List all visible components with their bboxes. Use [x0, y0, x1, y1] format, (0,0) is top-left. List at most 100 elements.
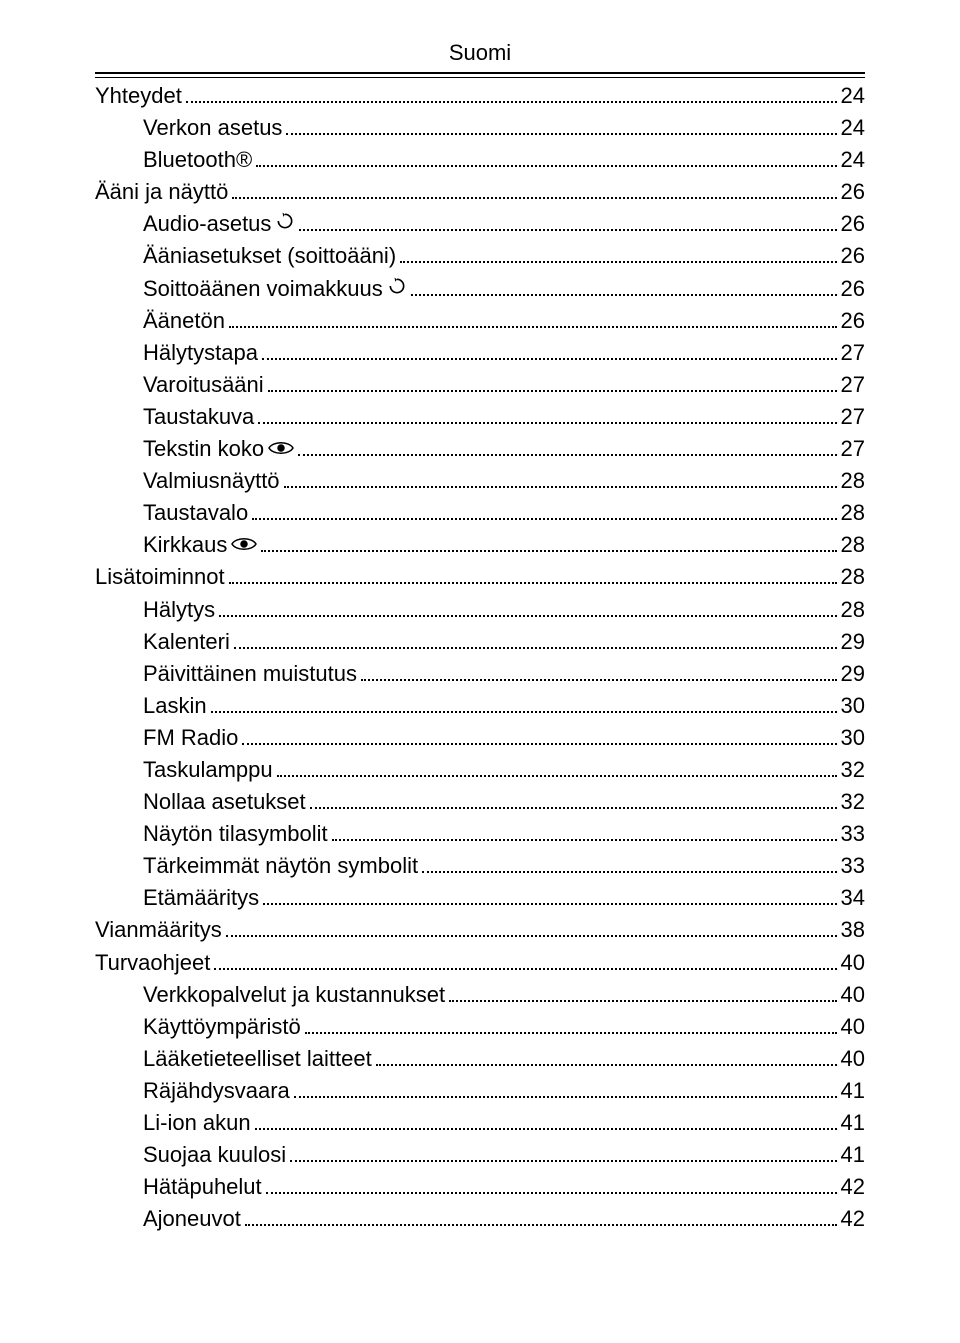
- page-header-title: Suomi: [95, 40, 865, 66]
- toc-entry: Kalenteri29: [95, 628, 865, 657]
- toc-leader-dots: [232, 180, 836, 200]
- toc-entry: Lisätoiminnot28: [95, 563, 865, 592]
- toc-leader-dots: [252, 501, 836, 521]
- toc-leader-dots: [449, 982, 836, 1002]
- toc-label: Taskulamppu: [143, 756, 273, 785]
- toc-leader-dots: [262, 340, 837, 360]
- header-rule-bottom: [95, 77, 865, 78]
- toc-label: Bluetooth®: [143, 146, 252, 175]
- toc-page-number: 28: [841, 467, 865, 496]
- toc-leader-dots: [286, 116, 836, 136]
- toc-label: Etämääritys: [143, 884, 259, 913]
- toc-label: Suojaa kuulosi: [143, 1141, 286, 1170]
- toc-page-number: 33: [841, 852, 865, 881]
- toc-leader-dots: [290, 1143, 836, 1163]
- toc-leader-dots: [229, 565, 837, 585]
- toc-label: Hätäpuhelut: [143, 1173, 262, 1202]
- toc-leader-dots: [266, 1175, 837, 1195]
- eye-icon: [268, 440, 294, 456]
- toc-entry: Tekstin koko 27: [95, 435, 865, 464]
- toc-page-number: 29: [841, 628, 865, 657]
- toc-label: Räjähdysvaara: [143, 1077, 290, 1106]
- toc-leader-dots: [298, 436, 836, 456]
- toc-page-number: 27: [841, 339, 865, 368]
- loop-icon: [387, 276, 407, 296]
- toc-page-number: 24: [841, 114, 865, 143]
- toc-label: Äänetön: [143, 307, 225, 336]
- toc-leader-dots: [411, 276, 837, 296]
- toc-page-number: 41: [841, 1141, 865, 1170]
- toc-label: FM Radio: [143, 724, 238, 753]
- toc-page-number: 28: [841, 596, 865, 625]
- toc-leader-dots: [214, 950, 836, 970]
- toc-entry: Päivittäinen muistutus29: [95, 660, 865, 689]
- toc-leader-dots: [255, 1110, 837, 1130]
- toc-leader-dots: [332, 822, 837, 842]
- toc-page-number: 42: [841, 1205, 865, 1234]
- toc-entry: Laskin 30: [95, 692, 865, 721]
- toc-entry: Taustakuva27: [95, 403, 865, 432]
- table-of-contents: Yhteydet24Verkon asetus24Bluetooth®24Ään…: [95, 82, 865, 1234]
- toc-entry: Verkkopalvelut ja kustannukset40: [95, 981, 865, 1010]
- toc-leader-dots: [229, 308, 837, 328]
- toc-leader-dots: [219, 597, 836, 617]
- toc-page-number: 24: [841, 146, 865, 175]
- toc-entry: Kirkkaus 28: [95, 531, 865, 560]
- toc-entry: Turvaohjeet 40: [95, 949, 865, 978]
- toc-leader-dots: [400, 244, 836, 264]
- toc-entry: Suojaa kuulosi 41: [95, 1141, 865, 1170]
- toc-entry: Näytön tilasymbolit 33: [95, 820, 865, 849]
- toc-leader-dots: [211, 693, 837, 713]
- toc-page-number: 33: [841, 820, 865, 849]
- toc-entry: Hälytys 28: [95, 596, 865, 625]
- toc-entry: FM Radio 30: [95, 724, 865, 753]
- toc-page-number: 30: [841, 724, 865, 753]
- toc-label: Verkon asetus: [143, 114, 282, 143]
- toc-entry: Varoitusääni27: [95, 371, 865, 400]
- toc-entry: Bluetooth® 24: [95, 146, 865, 175]
- toc-leader-dots: [261, 533, 836, 553]
- toc-label: Hälytystapa: [143, 339, 258, 368]
- toc-leader-dots: [258, 404, 836, 424]
- toc-page-number: 32: [841, 788, 865, 817]
- toc-page-number: 30: [841, 692, 865, 721]
- toc-entry: Hälytystapa 27: [95, 339, 865, 368]
- toc-leader-dots: [268, 372, 837, 392]
- toc-entry: Ääni ja näyttö26: [95, 178, 865, 207]
- toc-leader-dots: [263, 886, 836, 906]
- toc-entry: Valmiusnäyttö28: [95, 467, 865, 496]
- header-rule-top: [95, 72, 865, 74]
- toc-entry: Räjähdysvaara 41: [95, 1077, 865, 1106]
- toc-entry: Soittoäänen voimakkuus 26: [95, 275, 865, 304]
- toc-leader-dots: [186, 83, 837, 103]
- toc-label: Päivittäinen muistutus: [143, 660, 357, 689]
- toc-page-number: 38: [841, 916, 865, 945]
- toc-entry: Verkon asetus 24: [95, 114, 865, 143]
- toc-label: Vianmääritys: [95, 916, 222, 945]
- toc-page-number: 42: [841, 1173, 865, 1202]
- toc-page-number: 27: [841, 403, 865, 432]
- toc-label: Näytön tilasymbolit: [143, 820, 328, 849]
- toc-label: Audio-asetus: [143, 210, 295, 239]
- toc-page-number: 28: [841, 563, 865, 592]
- toc-label: Tärkeimmät näytön symbolit: [143, 852, 418, 881]
- toc-entry: Hätäpuhelut 42: [95, 1173, 865, 1202]
- eye-icon: [231, 536, 257, 552]
- toc-leader-dots: [256, 148, 836, 168]
- toc-leader-dots: [234, 629, 837, 649]
- toc-page-number: 26: [841, 178, 865, 207]
- toc-label: Laskin: [143, 692, 207, 721]
- toc-page-number: 41: [841, 1077, 865, 1106]
- toc-page-number: 40: [841, 949, 865, 978]
- toc-label: Turvaohjeet: [95, 949, 210, 978]
- toc-page-number: 28: [841, 499, 865, 528]
- toc-page-number: 34: [841, 884, 865, 913]
- toc-page-number: 32: [841, 756, 865, 785]
- toc-label: Kirkkaus: [143, 531, 257, 560]
- toc-label: Soittoäänen voimakkuus: [143, 275, 407, 304]
- toc-label: Li-ion akun: [143, 1109, 251, 1138]
- toc-leader-dots: [376, 1046, 837, 1066]
- toc-page-number: 26: [841, 210, 865, 239]
- toc-leader-dots: [299, 212, 836, 232]
- toc-label: Hälytys: [143, 596, 215, 625]
